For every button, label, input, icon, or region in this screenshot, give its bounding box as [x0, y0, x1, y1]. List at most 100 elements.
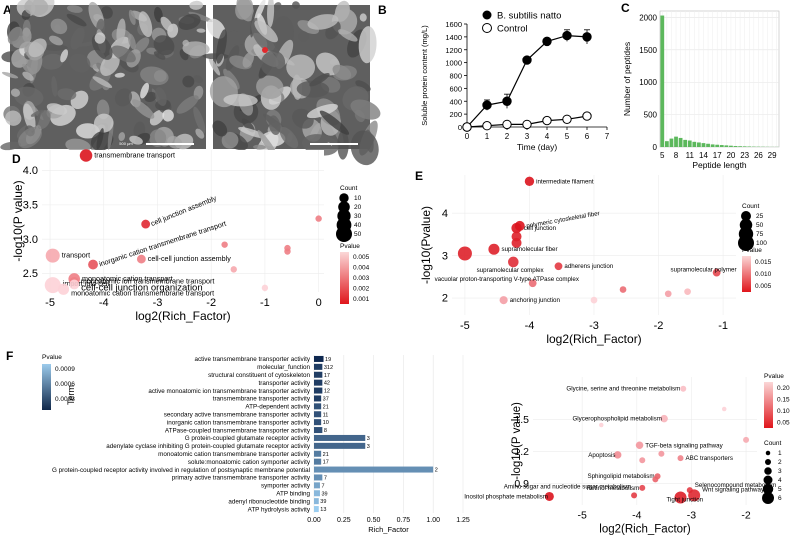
term-label: ATP-dependent activity — [245, 404, 310, 411]
bar — [724, 145, 729, 147]
x-tick-label: 11 — [686, 151, 695, 160]
sem-particle — [350, 99, 381, 120]
point-label: adherens junction — [564, 263, 613, 270]
bar-value-label: 19 — [325, 357, 331, 363]
legend-size-marker — [765, 450, 771, 456]
x-tick-label: -4 — [632, 510, 641, 522]
sem-particle — [160, 16, 174, 32]
point-label: transmembrane transport — [94, 150, 175, 159]
sem-particle — [10, 88, 21, 97]
data-point — [613, 451, 622, 459]
sem-particle — [223, 93, 258, 107]
sem-particle — [96, 128, 104, 150]
legend-size-marker — [338, 201, 350, 213]
sem-particle — [14, 86, 44, 107]
x-tick-label: 5 — [565, 132, 570, 141]
x-tick-label: 4 — [545, 132, 550, 141]
legend-label: 50 — [756, 222, 764, 229]
sem-particle — [227, 30, 245, 46]
bar — [314, 411, 322, 418]
x-tick-label: -2 — [654, 320, 664, 332]
bar-value-label: 12 — [324, 389, 330, 395]
sem-particle — [111, 45, 136, 63]
x-tick-label: -1 — [260, 297, 270, 309]
sem-particle — [30, 109, 45, 117]
bar — [706, 143, 710, 147]
x-axis-label: log2(Rich_Factor) — [135, 309, 230, 323]
data-point — [619, 286, 627, 293]
panel-letter: A — [3, 3, 12, 17]
term-label: transmembrane transporter activity — [213, 396, 311, 403]
sem-particle — [155, 87, 167, 106]
data-point — [79, 149, 93, 162]
sem-particle — [28, 38, 47, 58]
legend-title: Pvalue — [340, 243, 360, 250]
sem-particle — [100, 6, 113, 19]
sem-particle — [51, 76, 58, 97]
plot-area — [314, 355, 463, 513]
legend-label: 6 — [778, 495, 782, 502]
plot-area — [42, 150, 324, 292]
data-point — [631, 492, 638, 499]
x-tick-label: 1.25 — [456, 517, 470, 524]
point-label: intermediate filament — [536, 178, 594, 185]
y-tick-label: 4 — [442, 208, 448, 220]
x-tick-label: -2 — [741, 510, 750, 522]
x-tick-label: 5 — [660, 151, 665, 160]
point-label: Selenocompound metabolism — [695, 482, 777, 489]
sem-particle — [41, 53, 64, 70]
sem-particle — [292, 1, 300, 9]
legend-label: Control — [497, 24, 528, 35]
y-tick-label: 1.5 — [514, 414, 529, 426]
legend-label: 0.001 — [353, 296, 370, 303]
point-label: TGF-beta signaling pathway — [645, 442, 723, 449]
legend-size-marker — [335, 225, 353, 243]
term-label: active monoatomic ion transmembrane tran… — [148, 388, 311, 395]
legend-label: 4 — [778, 477, 782, 484]
legend-label: 0.20 — [777, 385, 790, 392]
data-point — [721, 406, 727, 412]
point-label: monoatomic ion transmembrane transport — [81, 277, 214, 286]
legend-label: 0.0003 — [55, 396, 75, 403]
sem-particle — [216, 29, 227, 64]
bar — [314, 434, 366, 441]
term-label: ATP hydrolysis activity — [248, 506, 311, 513]
sem-particle — [193, 106, 206, 134]
sem-particle — [49, 35, 63, 46]
x-tick-label: 26 — [754, 151, 763, 160]
point-label: Sphingolipid metabolism — [587, 473, 654, 480]
sem-particle — [309, 73, 330, 87]
point-label: Retinol metabolism — [587, 485, 640, 492]
y-tick-label: 1600 — [445, 20, 462, 29]
legend-label: 75 — [756, 231, 764, 238]
point-label: vacuolar proton-transporting V-type ATPa… — [435, 276, 580, 283]
legend-label: 0.05 — [777, 419, 790, 426]
sem-particle — [221, 131, 239, 149]
data-point — [502, 119, 512, 130]
bar — [660, 15, 665, 148]
data-point — [69, 279, 80, 290]
bar — [742, 146, 747, 147]
bar-value-label: 7 — [321, 483, 324, 489]
bar — [738, 146, 742, 147]
sem-marker — [262, 47, 268, 53]
bar-value-label: 39 — [320, 499, 326, 505]
bar — [314, 474, 323, 481]
y-axis-label: -log10(P value) — [511, 402, 523, 480]
bar — [664, 141, 669, 147]
sem-particle — [307, 14, 339, 30]
sem-particle — [1, 71, 19, 79]
x-tick-label: -4 — [525, 320, 535, 332]
y-axis-label: -log10(P value) — [11, 180, 25, 261]
data-point — [542, 36, 552, 47]
sem-particle — [46, 103, 68, 115]
bar — [314, 403, 322, 410]
legend-label: 40 — [354, 222, 362, 229]
sem-particle — [268, 115, 281, 136]
bar — [314, 427, 323, 434]
bar-value-label: 8 — [324, 428, 327, 434]
bar — [314, 387, 323, 394]
legend-label: 0.015 — [755, 259, 772, 266]
sem-particle — [144, 91, 157, 103]
